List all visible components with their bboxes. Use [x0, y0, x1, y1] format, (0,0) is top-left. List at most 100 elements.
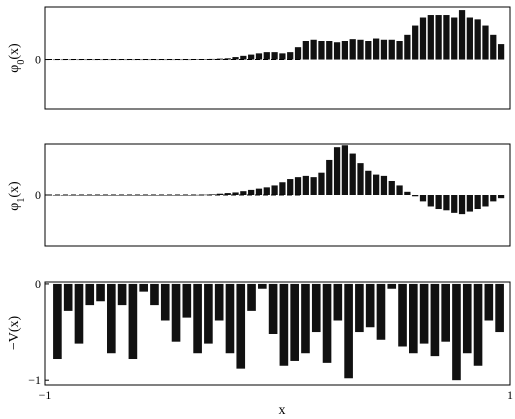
panel-phi0-bar — [396, 41, 403, 60]
panel-phi1-bar — [443, 195, 450, 211]
panel-phi1-bar — [482, 195, 489, 207]
panel-potential-bar — [258, 283, 267, 289]
panel-phi1-bar — [435, 195, 442, 210]
panel-potential-bar — [214, 283, 224, 321]
panel-potential-bar — [365, 283, 375, 328]
panel-phi1-bar — [333, 147, 341, 195]
panel-phi1-bar — [388, 180, 395, 195]
panel-potential-bar — [484, 283, 494, 321]
panel-phi0-bar — [404, 34, 411, 60]
panel-potential: 0 −1 −1 1 −V(x) x — [7, 277, 513, 418]
panel-phi0-bar — [193, 59, 200, 60]
panel-phi1-bar — [294, 177, 302, 195]
panel-phi1-bar — [255, 188, 263, 196]
panel-potential-bar — [333, 283, 343, 321]
panel-phi1-bar — [404, 191, 411, 195]
panel-potential-bar — [139, 283, 148, 292]
panel-phi0-bar — [287, 52, 294, 60]
panel-potential-bar — [53, 283, 62, 360]
panel-potential-bar — [419, 283, 429, 344]
panel-potential-bar — [311, 283, 321, 333]
panel-phi1-bar — [451, 195, 458, 213]
panel-potential-bars — [53, 283, 504, 381]
panel-phi0-bar — [318, 41, 325, 60]
panel-potential-bar — [182, 283, 192, 318]
panel-phi1-bar — [248, 189, 255, 195]
panel-potential-bar — [236, 283, 246, 369]
panel-phi0-bar — [138, 59, 145, 61]
panel-phi1-bar — [419, 195, 427, 202]
panel-phi0-bar — [388, 39, 395, 60]
panel-phi0-bar — [451, 17, 458, 60]
panel-phi1-bar — [146, 195, 153, 196]
panel-potential-bar — [74, 283, 84, 344]
panel-phi1-ytick-label: 0 — [35, 188, 41, 202]
panel-phi0-bars — [52, 10, 505, 61]
panel-phi0-bar — [255, 53, 263, 60]
panel-phi1-bar — [349, 153, 356, 195]
panel-potential-bar — [441, 283, 450, 342]
panel-phi0-bar — [177, 59, 184, 61]
panel-potential-xticks: −1 1 — [39, 388, 513, 402]
panel-phi1-bar — [169, 195, 177, 196]
panel-phi0-bar — [162, 59, 169, 61]
panel-phi1-bar — [279, 182, 286, 195]
panel-phi0-bar — [130, 59, 138, 61]
panel-potential-bar — [322, 283, 332, 363]
panel-phi1-bar — [341, 145, 349, 195]
panel-phi0-bar — [201, 59, 208, 60]
panel-phi0: 0 φ0(x) — [7, 6, 511, 110]
panel-phi0-bar — [497, 44, 505, 60]
panel-phi1-bar — [474, 195, 481, 210]
panel-phi1-bar — [287, 179, 294, 195]
panel-potential-xtick-label: 1 — [507, 388, 513, 402]
panel-phi1-bar — [271, 185, 278, 195]
panel-phi0-bar — [482, 25, 489, 60]
panel-phi0-bar — [224, 58, 231, 60]
panel-phi0-bar — [248, 54, 255, 60]
panel-phi0-bar — [263, 52, 270, 60]
panel-potential-ytick-label: 0 — [35, 277, 41, 291]
panel-phi0-bar — [279, 53, 286, 60]
panel-phi1: 0 φ1(x) — [7, 143, 511, 247]
panel-phi1-bar — [458, 195, 466, 215]
panel-phi0-bar — [326, 41, 333, 60]
panel-potential-bar — [473, 283, 483, 366]
panel-potential-bar — [225, 283, 235, 354]
panel-phi1-bar — [232, 192, 239, 195]
panel-phi0-bar — [294, 47, 302, 60]
panel-phi0-bar — [169, 59, 177, 61]
panel-potential-bar — [301, 283, 310, 354]
panel-phi0-bar — [427, 15, 434, 60]
panel-phi1-bar — [208, 194, 216, 195]
panel-phi1-bar — [396, 185, 403, 195]
panel-potential-bar — [268, 283, 278, 334]
panel-phi1-bar — [193, 194, 200, 196]
panel-phi0-bar — [435, 15, 442, 60]
panel-phi1-bar — [138, 195, 145, 196]
panel-phi0-bar — [341, 41, 349, 60]
panel-potential-xtick-label: −1 — [39, 388, 52, 402]
panel-phi0-bar — [373, 38, 380, 60]
panel-phi1-bar — [310, 177, 317, 195]
panel-phi1-bar — [412, 195, 419, 197]
panel-potential-bar — [355, 283, 364, 333]
panel-phi0-bar — [185, 59, 192, 61]
panel-potential-bar — [171, 283, 181, 342]
panel-phi0-bar — [466, 17, 473, 60]
panel-potential-yticks: 0 −1 — [28, 277, 49, 387]
panel-potential-bar — [63, 283, 73, 311]
panel-phi1-bar — [357, 163, 364, 196]
panel-potential-bar — [495, 283, 504, 333]
panel-phi1-bar — [91, 195, 99, 196]
panel-phi0-bar — [474, 19, 481, 60]
panel-phi0-bar — [365, 41, 372, 60]
panel-phi0-bar — [154, 59, 161, 61]
panel-phi0-bar — [419, 17, 427, 60]
panel-potential-ylabel: −V(x) — [7, 316, 22, 351]
panel-potential-bar — [247, 283, 256, 311]
panel-phi0-bar — [443, 15, 450, 60]
panel-phi1-bars — [52, 145, 505, 215]
panel-phi0-bar — [412, 25, 419, 60]
panel-potential-bar — [452, 283, 461, 381]
